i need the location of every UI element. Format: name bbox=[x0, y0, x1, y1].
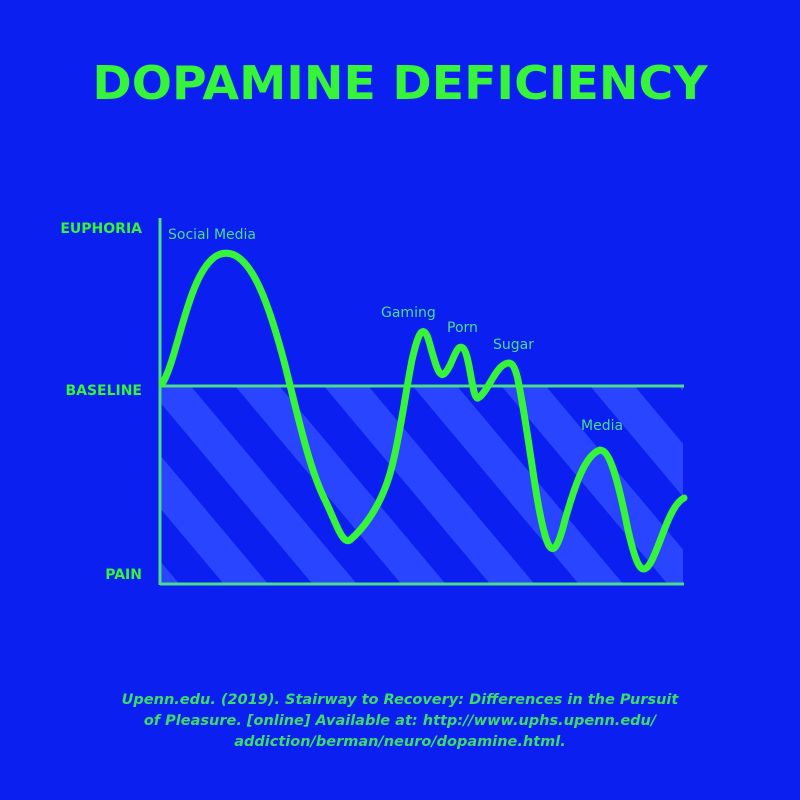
chart-title: DOPAMINE DEFICIENCY bbox=[92, 56, 708, 110]
citation: Upenn.edu. (2019). Stairway to Recovery:… bbox=[90, 690, 710, 753]
y-label-baseline: BASELINE bbox=[65, 383, 142, 399]
annotation-porn: Porn bbox=[447, 320, 478, 336]
annotation-sugar: Sugar bbox=[493, 337, 534, 353]
pain-zone bbox=[160, 386, 683, 584]
citation-line-3: addiction/berman/neuro/dopamine.html. bbox=[234, 734, 566, 750]
dopamine-curve bbox=[158, 249, 688, 573]
annotation-media: Media bbox=[581, 418, 624, 434]
annotation-social-media: Social Media bbox=[168, 227, 257, 243]
citation-line-2: of Pleasure. [online] Available at: http… bbox=[143, 713, 657, 729]
annotation-gaming: Gaming bbox=[381, 305, 436, 321]
y-label-euphoria: EUPHORIA bbox=[60, 221, 142, 237]
y-label-pain: PAIN bbox=[105, 567, 142, 583]
citation-line-1: Upenn.edu. (2019). Stairway to Recovery:… bbox=[121, 692, 679, 708]
